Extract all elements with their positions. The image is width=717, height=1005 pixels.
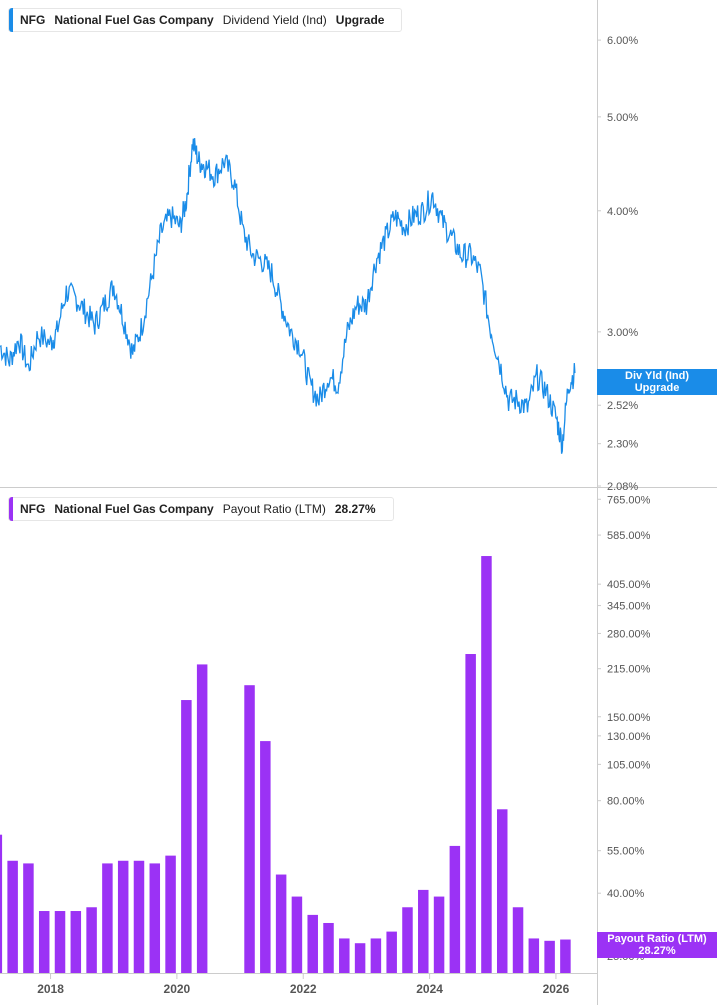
- y-tick-label: 3.00%: [607, 327, 638, 339]
- payout-ratio-bar: [244, 685, 255, 973]
- legend-ticker: NFG: [20, 13, 46, 27]
- y-tick-label: 150.00%: [607, 712, 651, 724]
- y-tick-label: 2.52%: [607, 400, 638, 412]
- payout-ratio-bar: [449, 845, 461, 973]
- x-tick-label: 2026: [543, 982, 570, 996]
- y-tick-label: 5.00%: [607, 112, 638, 124]
- payout-ratio-bar: [370, 938, 382, 973]
- payout-ratio-bar: [196, 664, 208, 973]
- payout-ratio-bar: [149, 863, 161, 973]
- y-tick-label: 585.00%: [607, 530, 651, 542]
- y-tick-label: 6.00%: [607, 35, 638, 47]
- payout-ratio-bar: [386, 931, 397, 973]
- y-tick-label: 215.00%: [607, 664, 651, 676]
- y-tick-label: 345.00%: [607, 601, 651, 613]
- series-color-marker: [9, 8, 13, 32]
- payout-ratio-bar: [481, 556, 492, 973]
- y-tick-label: 130.00%: [607, 731, 651, 743]
- tag-value: 28.27%: [638, 945, 676, 957]
- payout-ratio-bar: [354, 943, 366, 973]
- legend-company: National Fuel Gas Company: [54, 502, 214, 516]
- payout-ratio-bar: [86, 907, 97, 973]
- payout-ratio-bar: [117, 860, 129, 973]
- legend-metric: Dividend Yield (Ind): [222, 13, 327, 27]
- x-tick-label: 2024: [416, 982, 443, 996]
- y-tick-label: 2.30%: [607, 439, 638, 451]
- payout-ratio-bar: [339, 938, 350, 973]
- payout-ratio-bar: [544, 940, 555, 973]
- tag-upgrade: Upgrade: [634, 382, 680, 394]
- legend-metric: Payout Ratio (LTM): [222, 502, 326, 516]
- y-tick-label: 80.00%: [607, 796, 645, 808]
- y-tick-label: 40.00%: [607, 888, 645, 900]
- payout-ratio-bar: [402, 907, 413, 973]
- y-tick-label: 4.00%: [607, 206, 638, 218]
- payout-ratio-bar: [7, 860, 18, 973]
- payout-ratio-bar: [133, 860, 145, 973]
- payout-ratio-bar: [291, 896, 303, 973]
- bottom-legend[interactable]: NFG National Fuel Gas Company Payout Rat…: [8, 497, 394, 521]
- y-tick-label: 765.00%: [607, 494, 651, 506]
- y-tick-label: 55.00%: [607, 846, 645, 858]
- payout-ratio-bar: [528, 938, 540, 973]
- payout-ratio-bar: [260, 741, 271, 973]
- y-tick-label: 105.00%: [607, 759, 651, 771]
- payout-ratio-bar: [512, 907, 524, 973]
- tag-label: Payout Ratio (LTM): [607, 933, 707, 945]
- payout-ratio-bar: [54, 911, 66, 973]
- payout-ratio-bar: [560, 939, 571, 973]
- x-tick-label: 2018: [37, 982, 64, 996]
- dividend-yield-line: [0, 138, 576, 454]
- payout-ratio-bar: [0, 834, 3, 973]
- top-legend[interactable]: NFG National Fuel Gas Company Dividend Y…: [8, 8, 403, 32]
- payout-ratio-bar: [181, 700, 192, 973]
- payout-ratio-bar: [433, 896, 445, 973]
- y-tick-label: 280.00%: [607, 628, 651, 640]
- tag-label: Div Yld (Ind): [625, 370, 689, 382]
- payout-ratio-price-tag: Payout Ratio (LTM) 28.27%: [597, 932, 717, 958]
- payout-ratio-bar: [102, 863, 113, 973]
- x-tick-label: 2022: [290, 982, 317, 996]
- div-yield-price-tag: Div Yld (Ind) Upgrade: [597, 369, 717, 395]
- y-tick-label: 405.00%: [607, 579, 651, 591]
- x-tick-label: 2020: [164, 982, 191, 996]
- y-tick-label: 2.08%: [607, 481, 638, 493]
- legend-ticker: NFG: [20, 502, 46, 516]
- legend-value: 28.27%: [334, 502, 376, 516]
- upgrade-link[interactable]: Upgrade: [335, 13, 385, 27]
- payout-ratio-bar: [38, 911, 50, 973]
- payout-ratio-bar: [496, 809, 508, 973]
- payout-ratio-bar: [23, 863, 34, 973]
- payout-ratio-bar: [418, 889, 429, 973]
- payout-ratio-bar: [323, 922, 334, 973]
- series-color-marker: [9, 497, 13, 521]
- payout-ratio-bar: [70, 911, 82, 973]
- legend-company: National Fuel Gas Company: [54, 13, 214, 27]
- payout-ratio-bar: [165, 855, 176, 973]
- payout-ratio-bar: [307, 914, 318, 973]
- payout-ratio-bar: [465, 654, 476, 973]
- payout-ratio-bar: [275, 874, 287, 973]
